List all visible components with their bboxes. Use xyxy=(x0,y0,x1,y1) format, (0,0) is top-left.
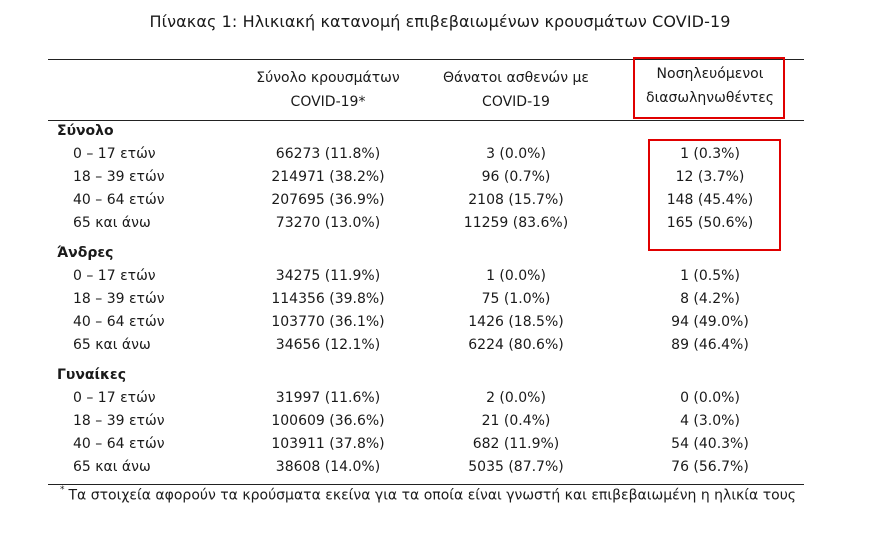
column-header-intubated: Νοσηλευόμενοι διασωληνωθέντες xyxy=(636,62,784,110)
deaths-cell: 11259 (83.6%) xyxy=(463,215,569,231)
table-row: 40 – 64 ετών 103911 (37.8%) 682 (11.9%) … xyxy=(0,436,880,458)
cases-cell: 31997 (11.6%) xyxy=(275,390,381,406)
deaths-cell: 96 (0.7%) xyxy=(481,169,551,185)
intubated-cell: 1 (0.5%) xyxy=(680,268,740,284)
column-header-line: COVID-19* xyxy=(290,94,366,110)
column-header-line: διασωληνωθέντες xyxy=(646,90,774,106)
table-top-rule xyxy=(48,59,804,60)
intubated-cell: 76 (56.7%) xyxy=(671,459,749,475)
deaths-cell: 1426 (18.5%) xyxy=(468,314,564,330)
table-row: 40 – 64 ετών 207695 (36.9%) 2108 (15.7%)… xyxy=(0,192,880,214)
column-header-deaths: Θάνατοι ασθενών με COVID-19 xyxy=(418,66,614,114)
intubated-cell: 148 (45.4%) xyxy=(666,192,754,208)
age-label: 65 και άνω xyxy=(73,459,151,475)
deaths-cell: 682 (11.9%) xyxy=(472,436,560,452)
cases-cell: 114356 (39.8%) xyxy=(271,291,385,307)
intubated-cell: 1 (0.3%) xyxy=(680,146,740,162)
table-row: 18 – 39 ετών 114356 (39.8%) 75 (1.0%) 8 … xyxy=(0,291,880,313)
table-row: 40 – 64 ετών 103770 (36.1%) 1426 (18.5%)… xyxy=(0,314,880,336)
deaths-cell: 75 (1.0%) xyxy=(481,291,551,307)
age-label: 0 – 17 ετών xyxy=(73,390,156,406)
intubated-cell: 94 (49.0%) xyxy=(671,314,749,330)
intubated-cell: 89 (46.4%) xyxy=(671,337,749,353)
cases-cell: 34275 (11.9%) xyxy=(275,268,381,284)
age-label: 65 και άνω xyxy=(73,337,151,353)
cases-cell: 38608 (14.0%) xyxy=(275,459,381,475)
deaths-cell: 2108 (15.7%) xyxy=(468,192,564,208)
table-row: 65 και άνω 73270 (13.0%) 11259 (83.6%) 1… xyxy=(0,215,880,237)
cases-cell: 73270 (13.0%) xyxy=(275,215,381,231)
cases-cell: 103770 (36.1%) xyxy=(271,314,385,330)
intubated-cell: 4 (3.0%) xyxy=(680,413,740,429)
intubated-cell: 165 (50.6%) xyxy=(666,215,754,231)
table-title: Πίνακας 1: Ηλικιακή κατανομή επιβεβαιωμέ… xyxy=(149,12,731,31)
age-label: 0 – 17 ετών xyxy=(73,268,156,284)
deaths-cell: 2 (0.0%) xyxy=(486,390,546,406)
table-row: 0 – 17 ετών 34275 (11.9%) 1 (0.0%) 1 (0.… xyxy=(0,268,880,290)
cases-cell: 103911 (37.8%) xyxy=(271,436,385,452)
footnote-marker: * xyxy=(60,485,65,495)
deaths-cell: 1 (0.0%) xyxy=(486,268,546,284)
column-header-line: COVID-19 xyxy=(482,94,550,110)
column-header-total-cases: Σύνολο κρουσμάτων COVID-19* xyxy=(240,66,416,114)
intubated-cell: 12 (3.7%) xyxy=(675,169,745,185)
age-label: 0 – 17 ετών xyxy=(73,146,156,162)
cases-cell: 214971 (38.2%) xyxy=(271,169,385,185)
intubated-cell: 8 (4.2%) xyxy=(680,291,740,307)
age-label: 18 – 39 ετών xyxy=(73,413,165,429)
cases-cell: 66273 (11.8%) xyxy=(275,146,381,162)
table-row: 65 και άνω 34656 (12.1%) 6224 (80.6%) 89… xyxy=(0,337,880,359)
age-label: 40 – 64 ετών xyxy=(73,314,165,330)
deaths-cell: 21 (0.4%) xyxy=(481,413,551,429)
intubated-cell: 54 (40.3%) xyxy=(671,436,749,452)
footnote-text: Τα στοιχεία αφορούν τα κρούσματα εκείνα … xyxy=(68,487,797,504)
table-row: 18 – 39 ετών 100609 (36.6%) 21 (0.4%) 4 … xyxy=(0,413,880,435)
group-heading-total: Σύνολο xyxy=(57,123,114,139)
cases-cell: 207695 (36.9%) xyxy=(271,192,385,208)
deaths-cell: 3 (0.0%) xyxy=(486,146,546,162)
age-label: 65 και άνω xyxy=(73,215,151,231)
intubated-cell: 0 (0.0%) xyxy=(680,390,740,406)
age-label: 40 – 64 ετών xyxy=(73,192,165,208)
column-header-line: Σύνολο κρουσμάτων xyxy=(256,70,400,86)
table-bottom-rule xyxy=(48,484,804,485)
cases-cell: 100609 (36.6%) xyxy=(271,413,385,429)
highlight-box-header xyxy=(633,57,785,119)
group-heading-men: Άνδρες xyxy=(57,245,114,261)
column-header-line: Θάνατοι ασθενών με xyxy=(442,70,589,86)
deaths-cell: 6224 (80.6%) xyxy=(468,337,564,353)
highlight-box-values xyxy=(648,139,781,251)
age-label: 18 – 39 ετών xyxy=(73,291,165,307)
footnote: * Τα στοιχεία αφορούν τα κρούσματα εκείνα… xyxy=(60,485,797,504)
table-row: 0 – 17 ετών 31997 (11.6%) 2 (0.0%) 0 (0.… xyxy=(0,390,880,412)
table-row: 0 – 17 ετών 66273 (11.8%) 3 (0.0%) 1 (0.… xyxy=(0,146,880,168)
header-divider xyxy=(48,120,804,121)
age-label: 40 – 64 ετών xyxy=(73,436,165,452)
column-header-line: Νοσηλευόμενοι xyxy=(656,66,764,82)
table-row: 18 – 39 ετών 214971 (38.2%) 96 (0.7%) 12… xyxy=(0,169,880,191)
table-row: 65 και άνω 38608 (14.0%) 5035 (87.7%) 76… xyxy=(0,459,880,481)
cases-cell: 34656 (12.1%) xyxy=(275,337,381,353)
group-heading-women: Γυναίκες xyxy=(57,367,127,383)
age-label: 18 – 39 ετών xyxy=(73,169,165,185)
deaths-cell: 5035 (87.7%) xyxy=(468,459,564,475)
